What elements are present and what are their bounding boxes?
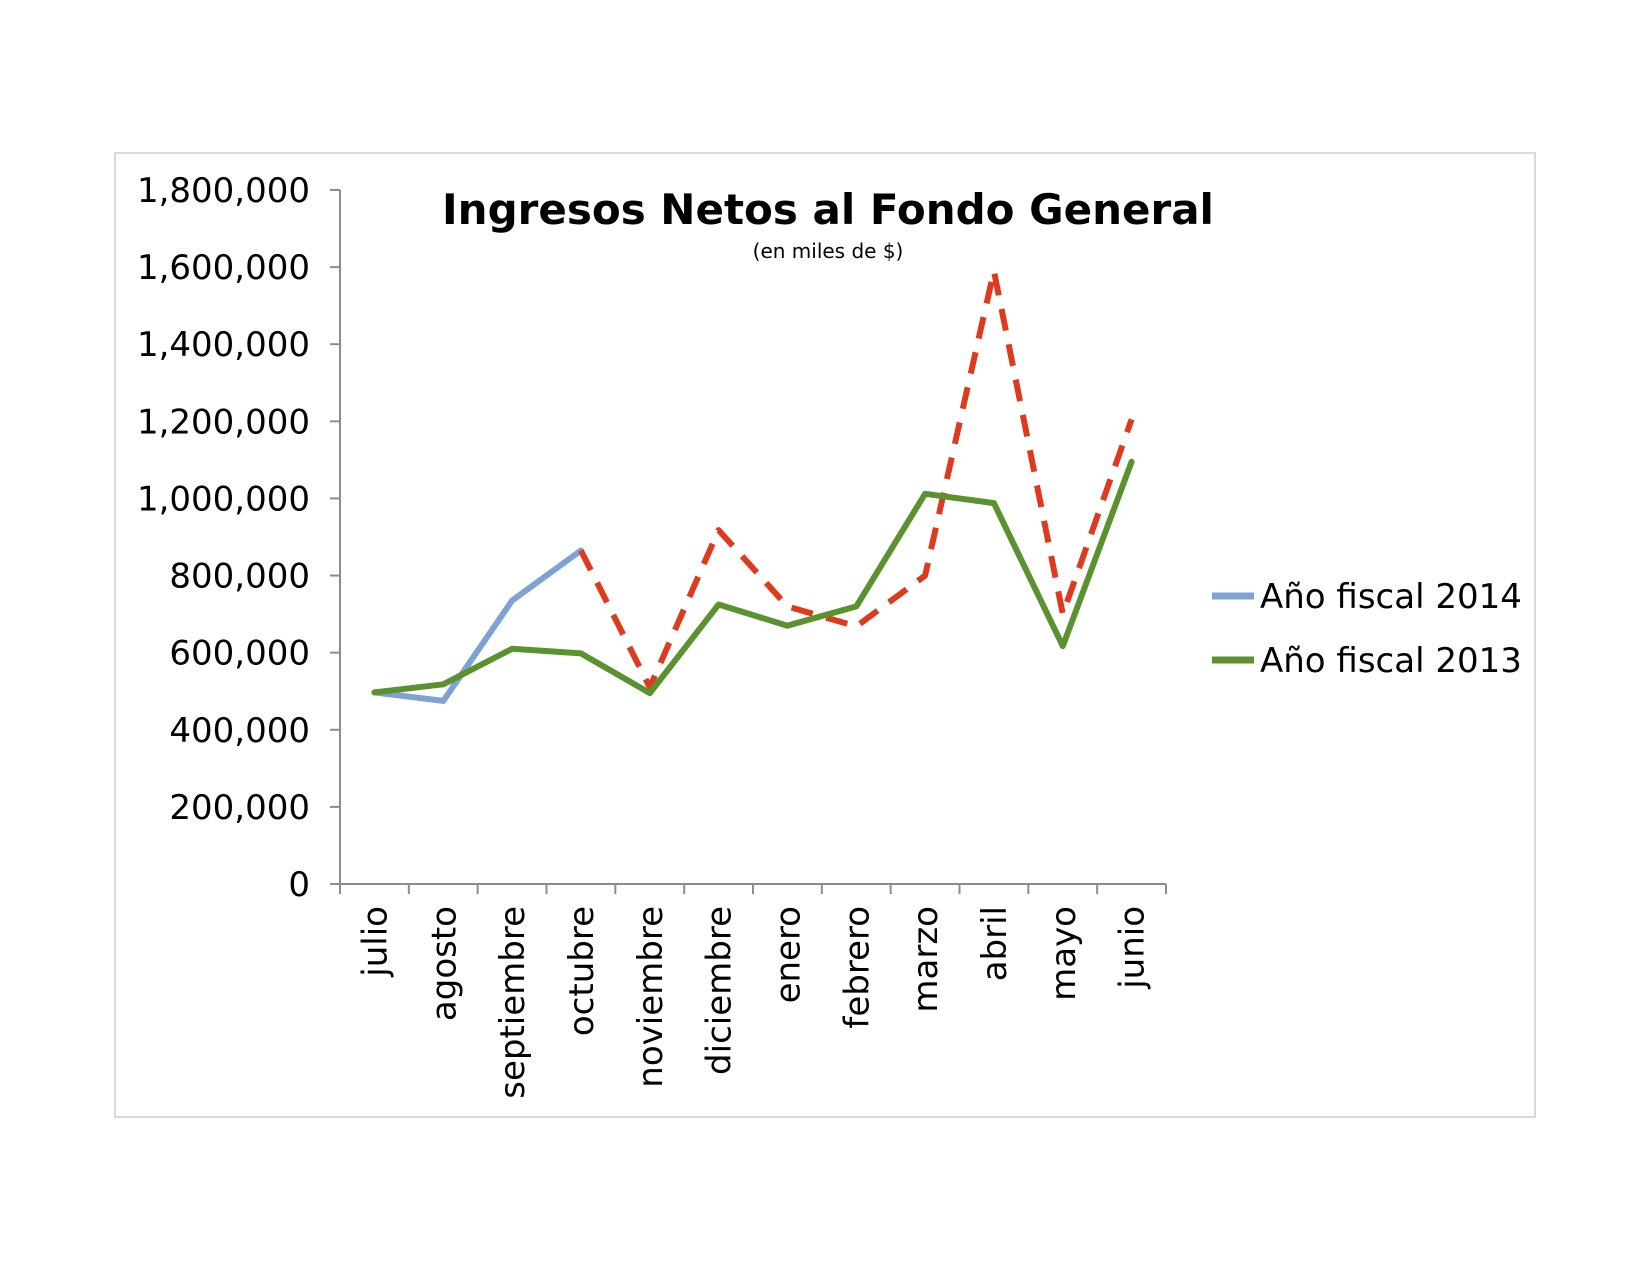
y-tick-label: 1,800,000 [137, 171, 310, 211]
x-tick-label-julio: julio [355, 906, 395, 978]
x-tick-label-mayo: mayo [1044, 906, 1084, 1001]
series-lines [371, 268, 1135, 704]
series-line-1 [578, 268, 1135, 691]
y-tick-label: 200,000 [169, 788, 310, 828]
x-tick-label-septiembre: septiembre [493, 906, 533, 1099]
x-tick-label-abril: abril [975, 906, 1015, 981]
x-tick-label-agosto: agosto [424, 906, 464, 1021]
legend-label-0: Año fiscal 2014 [1260, 577, 1522, 617]
x-tick-label-octubre: octubre [562, 906, 602, 1036]
series-line-0 [371, 547, 584, 704]
y-tick-label: 1,200,000 [137, 402, 310, 442]
x-tick-label-febrero: febrero [837, 906, 877, 1029]
x-axis-ticks: julio agosto septiembre octubre noviembre dic… [339, 884, 1167, 1099]
y-tick-label: 0 [288, 865, 310, 905]
y-tick-label: 1,600,000 [137, 248, 310, 288]
y-tick-label: 600,000 [169, 634, 310, 674]
line-chart: Ingresos Netos al Fondo General (en mile… [137, 171, 1522, 1099]
y-tick-label: 1,400,000 [137, 325, 310, 365]
x-tick-label-noviembre: noviembre [631, 906, 671, 1088]
y-axis-ticks: 0 200,000 400,000 600,000 800,000 1,000,000 1,… [137, 171, 340, 905]
chart-title: Ingresos Netos al Fondo General [442, 185, 1214, 234]
x-tick-label-enero: enero [768, 906, 808, 1003]
chart-subtitle: (en miles de $) [753, 239, 904, 263]
y-tick-label: 400,000 [169, 711, 310, 751]
y-tick-label: 1,000,000 [137, 479, 310, 519]
series-line-2 [371, 458, 1135, 697]
legend: Año fiscal 2014 Año fiscal 2013 [1212, 577, 1522, 681]
axes [339, 190, 1166, 885]
x-tick-label-marzo: marzo [906, 906, 946, 1013]
legend-label-2: Año fiscal 2013 [1260, 641, 1522, 681]
y-tick-label: 800,000 [169, 557, 310, 597]
x-tick-label-junio: junio [1113, 906, 1153, 990]
x-tick-label-diciembre: diciembre [700, 906, 740, 1075]
chart-frame: Ingresos Netos al Fondo General (en mile… [114, 152, 1536, 1118]
